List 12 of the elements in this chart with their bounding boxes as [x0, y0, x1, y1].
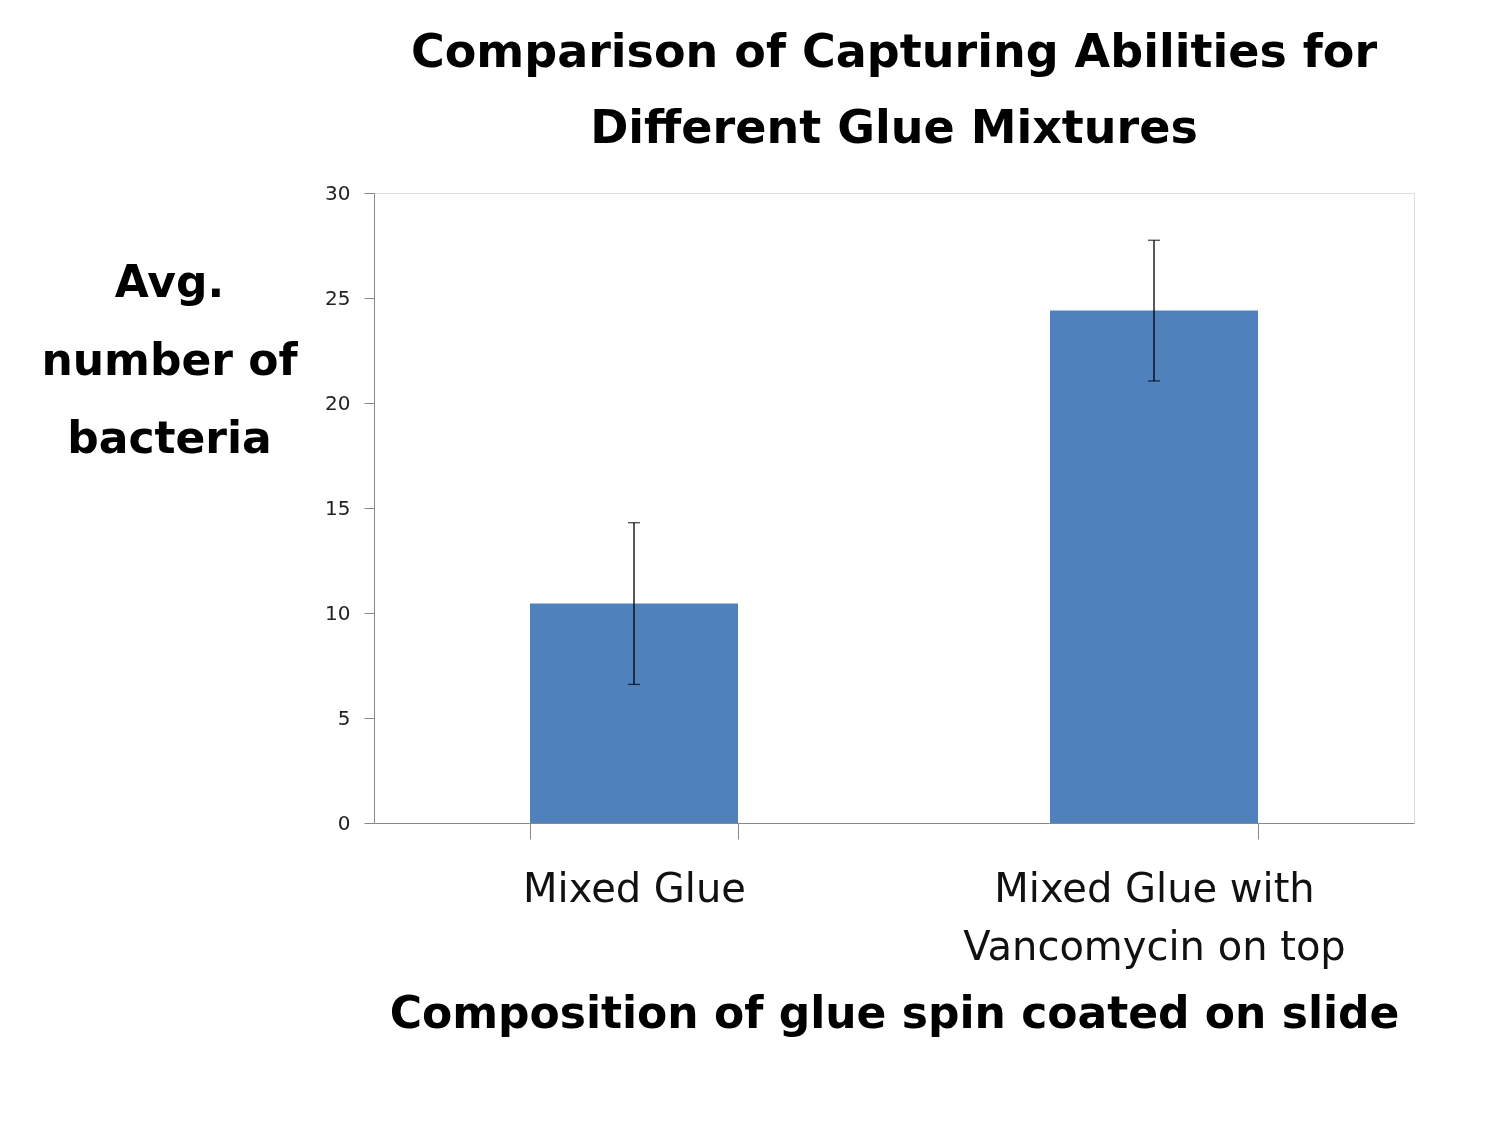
y-tick-label: 0 — [337, 810, 351, 835]
y-tick-label: 5 — [337, 705, 351, 730]
x-tick-label: Mixed Glue — [523, 864, 746, 911]
x-axis-title: Composition of glue spin coated on slide — [389, 986, 1400, 1038]
y-tick-label: 15 — [325, 495, 351, 520]
y-tick-label: 20 — [325, 390, 351, 415]
y-tick-label: 30 — [325, 180, 351, 205]
y-tick-label: 25 — [325, 285, 351, 310]
y-axis-title: Avg. number of bacteria — [41, 255, 299, 463]
y-tick-label: 10 — [325, 600, 351, 625]
x-tick-label: Mixed Glue with Vancomycin on top — [963, 864, 1346, 969]
chart-title: Comparison of Capturing Abilities for Different Glue Mixtures — [410, 24, 1378, 154]
